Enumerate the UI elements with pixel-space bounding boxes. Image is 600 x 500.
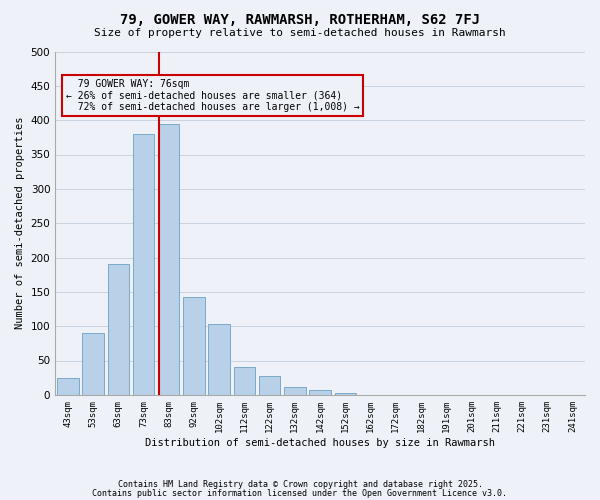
Bar [259, 376, 280, 395]
Text: Contains HM Land Registry data © Crown copyright and database right 2025.: Contains HM Land Registry data © Crown c… [118, 480, 482, 489]
Bar [133, 134, 154, 395]
Bar [107, 264, 129, 395]
Bar [82, 333, 104, 395]
Bar [208, 324, 230, 395]
Y-axis label: Number of semi-detached properties: Number of semi-detached properties [15, 117, 25, 330]
Bar [183, 296, 205, 395]
Text: Size of property relative to semi-detached houses in Rawmarsh: Size of property relative to semi-detach… [94, 28, 506, 38]
X-axis label: Distribution of semi-detached houses by size in Rawmarsh: Distribution of semi-detached houses by … [145, 438, 495, 448]
Bar [284, 386, 305, 395]
Bar [233, 368, 255, 395]
Bar [57, 378, 79, 395]
Bar [310, 390, 331, 395]
Text: Contains public sector information licensed under the Open Government Licence v3: Contains public sector information licen… [92, 488, 508, 498]
Text: 79, GOWER WAY, RAWMARSH, ROTHERHAM, S62 7FJ: 79, GOWER WAY, RAWMARSH, ROTHERHAM, S62 … [120, 12, 480, 26]
Bar [158, 124, 179, 395]
Bar [335, 394, 356, 395]
Text: 79 GOWER WAY: 76sqm  
← 26% of semi-detached houses are smaller (364)
  72% of s: 79 GOWER WAY: 76sqm ← 26% of semi-detach… [66, 79, 359, 112]
